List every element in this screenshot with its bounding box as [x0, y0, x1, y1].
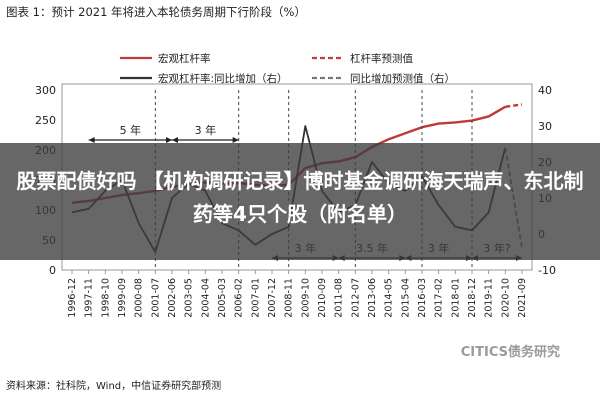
series-line-1	[505, 103, 523, 108]
x-axis-tick-label: 2010-09	[317, 278, 328, 318]
x-axis-tick-label: 2003-05	[184, 278, 195, 318]
x-axis-tick-label: 2020-10	[500, 278, 511, 318]
x-axis-tick-label: 1997-11	[84, 278, 95, 318]
x-axis-tick-label: 2009-10	[300, 278, 311, 318]
cycle-label: 3 年	[195, 123, 217, 137]
x-axis-tick-label: 2014-05	[384, 278, 395, 318]
x-axis-tick-label: 2013-06	[367, 278, 378, 318]
x-axis-tick-label: 2007-01	[250, 278, 261, 318]
cycle-label: 5 年	[120, 123, 142, 137]
x-axis-tick-label: 2008-11	[284, 278, 295, 318]
x-axis-tick-label: 2002-06	[167, 278, 178, 318]
legend-label: 杠杆率预测值	[350, 52, 413, 65]
left-axis-tick: 0	[49, 264, 56, 277]
left-axis-tick: 300	[35, 84, 56, 97]
x-axis-tick-label: 2006-02	[234, 278, 245, 318]
x-axis-tick-label: 2000-08	[134, 278, 145, 318]
headline-text[interactable]: 股票配债好吗 【机构调研记录】博时基金调研海天瑞声、东北制药等4只个股（附名单）	[16, 169, 584, 226]
x-axis-tick-label: 2017-02	[434, 278, 445, 318]
x-axis-tick-label: 2018-12	[467, 278, 478, 318]
cycle-arrow-head	[172, 137, 178, 143]
cycle-arrow-head	[88, 137, 95, 143]
headline-banner[interactable]: 股票配债好吗 【机构调研记录】博时基金调研海天瑞声、东北制药等4只个股（附名单）	[0, 143, 600, 260]
legend-label: 宏观杠杆率	[158, 52, 211, 65]
legend-label: 同比增加预测值（右）	[350, 72, 455, 85]
x-axis-tick-label: 2018-01	[450, 278, 461, 318]
x-axis-tick-label: 1999-09	[117, 278, 128, 318]
right-axis-tick: -10	[538, 264, 556, 277]
x-axis-tick-label: 2011-08	[334, 278, 345, 318]
watermark-text: CITICS债务研究	[460, 345, 560, 360]
source-note: 资料来源：社科院，Wind，中信证券研究部预测	[6, 381, 222, 392]
x-axis-tick-label: 2021-09	[517, 278, 528, 318]
right-axis-tick: 30	[538, 120, 552, 133]
cycle-arrow-head	[232, 137, 239, 143]
x-axis-tick-label: 2019-11	[484, 278, 495, 318]
x-axis-tick-label: 2007-12	[267, 278, 278, 318]
cycle-arrow-head	[166, 137, 172, 143]
x-axis-tick-label: 2001-07	[150, 278, 161, 318]
right-axis-tick: 40	[538, 84, 552, 97]
x-axis-tick-label: 2012-07	[350, 278, 361, 318]
x-axis-tick-label: 1996-12	[67, 278, 78, 318]
left-axis-tick: 250	[35, 114, 56, 127]
figure-title: 图表 1：预计 2021 年将进入本轮债务周期下行阶段（%）	[6, 5, 306, 19]
x-axis-tick-label: 2016-03	[417, 278, 428, 318]
x-axis-tick-label: 2015-04	[400, 278, 411, 318]
legend-label: 宏观杠杆率:同比增加（右）	[158, 72, 288, 85]
x-axis-tick-label: 2005-03	[217, 278, 228, 318]
x-axis-tick-label: 2004-04	[200, 278, 211, 318]
x-axis-tick-label: 1998-10	[100, 278, 111, 318]
